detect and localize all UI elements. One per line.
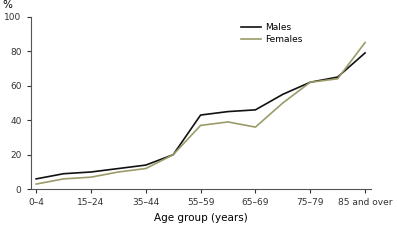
- Females: [61, 178, 66, 180]
- Legend: Males, Females: Males, Females: [239, 21, 304, 45]
- Males: [116, 167, 121, 170]
- Males: [308, 81, 312, 84]
- X-axis label: Age group (years): Age group (years): [154, 213, 247, 223]
- Males: [363, 52, 368, 54]
- Females: [116, 171, 121, 173]
- Females: [89, 176, 93, 178]
- Females: [143, 167, 148, 170]
- Females: [198, 124, 203, 127]
- Males: [34, 178, 39, 180]
- Males: [253, 109, 258, 111]
- Line: Males: Males: [36, 53, 365, 179]
- Females: [225, 121, 230, 123]
- Males: [89, 171, 93, 173]
- Males: [171, 153, 175, 156]
- Males: [335, 76, 340, 78]
- Females: [171, 153, 175, 156]
- Females: [34, 183, 39, 185]
- Females: [253, 126, 258, 128]
- Males: [143, 164, 148, 166]
- Females: [335, 77, 340, 80]
- Females: [363, 41, 368, 44]
- Females: [280, 102, 285, 104]
- Males: [225, 110, 230, 113]
- Line: Females: Females: [36, 42, 365, 184]
- Males: [61, 172, 66, 175]
- Y-axis label: %: %: [2, 0, 12, 10]
- Males: [198, 114, 203, 116]
- Females: [308, 81, 312, 84]
- Males: [280, 93, 285, 96]
